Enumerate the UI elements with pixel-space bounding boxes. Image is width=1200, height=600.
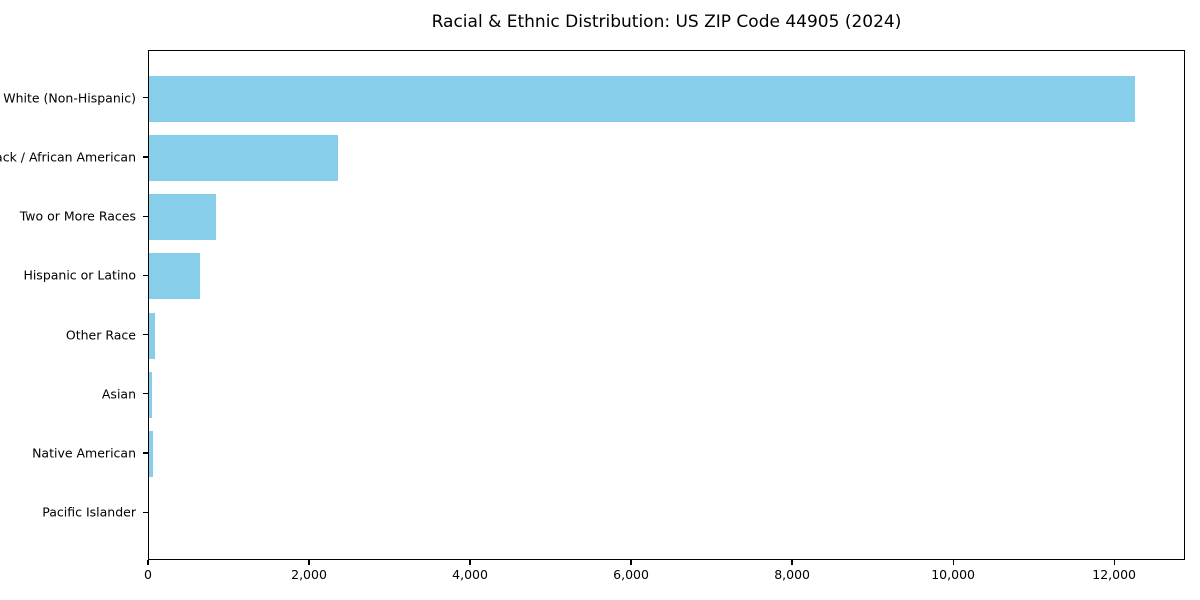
y-tick-mark-native-american (143, 452, 148, 454)
y-tick-mark-black-african-american (143, 156, 148, 158)
bar-other-race (149, 312, 155, 359)
bar-hispanic-or-latino (149, 253, 200, 300)
x-tick-mark-4000 (469, 560, 471, 565)
x-tick-mark-2000 (308, 560, 310, 565)
x-tick-label-2000: 2,000 (291, 567, 327, 582)
bar-native-american (149, 431, 153, 478)
y-tick-label-white-non-hispanic: White (Non-Hispanic) (3, 90, 136, 106)
y-tick-label-pacific-islander: Pacific Islander (42, 504, 136, 520)
y-tick-mark-white-non-hispanic (143, 97, 148, 99)
bar-white-non-hispanic (149, 75, 1135, 122)
x-tick-mark-6000 (630, 560, 632, 565)
x-tick-label-0: 0 (144, 567, 152, 582)
bar-two-or-more-races (149, 194, 216, 241)
x-tick-label-10000: 10,000 (931, 567, 975, 582)
x-tick-label-12000: 12,000 (1092, 567, 1137, 582)
x-tick-label-6000: 6,000 (613, 567, 649, 582)
x-tick-mark-0 (147, 560, 149, 565)
y-tick-mark-pacific-islander (143, 511, 148, 513)
bar-black-african-american (149, 134, 338, 181)
y-tick-label-native-american: Native American (32, 445, 136, 461)
x-tick-label-4000: 4,000 (452, 567, 488, 582)
y-tick-mark-other-race (143, 334, 148, 336)
y-tick-label-asian: Asian (101, 386, 136, 402)
x-tick-mark-10000 (952, 560, 954, 565)
x-tick-mark-8000 (791, 560, 793, 565)
y-tick-label-black-african-american: Black / African American (0, 149, 136, 165)
x-tick-mark-12000 (1113, 560, 1115, 565)
y-tick-label-two-or-more-races: Two or More Races (19, 208, 136, 224)
x-tick-label-8000: 8,000 (774, 567, 810, 582)
bar-asian (149, 371, 152, 418)
chart-title: Racial & Ethnic Distribution: US ZIP Cod… (431, 12, 902, 32)
y-tick-mark-two-or-more-races (143, 215, 148, 217)
y-tick-mark-hispanic-or-latino (143, 274, 148, 276)
y-tick-label-hispanic-or-latino: Hispanic or Latino (23, 267, 136, 283)
y-tick-mark-asian (143, 393, 148, 395)
y-tick-label-other-race: Other Race (65, 327, 136, 343)
plot-area (148, 50, 1185, 560)
